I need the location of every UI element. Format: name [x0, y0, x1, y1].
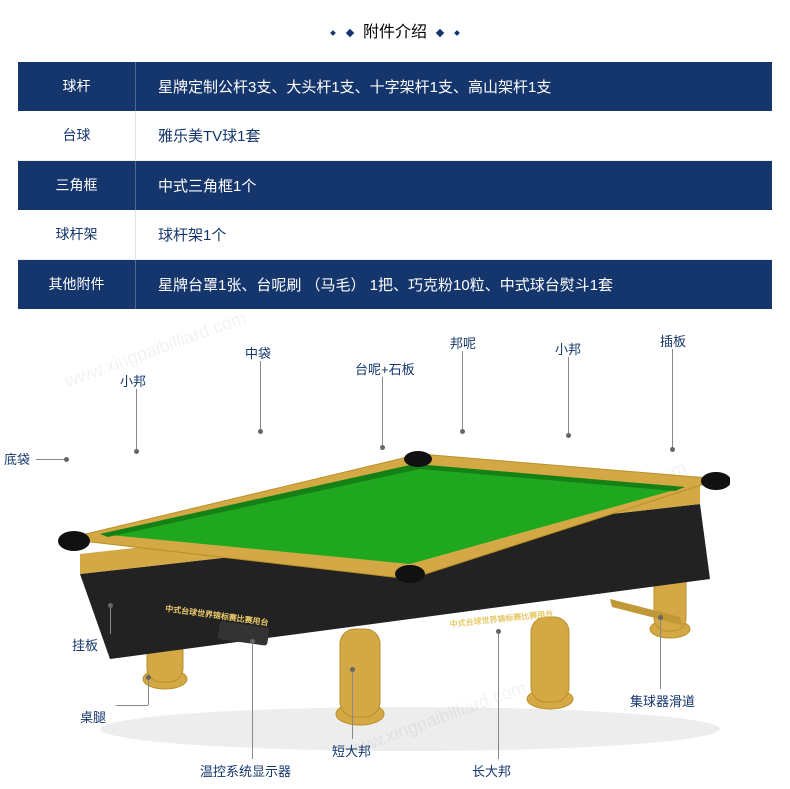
section-header: 附件介绍 — [0, 0, 790, 54]
spec-label: 其他附件 — [18, 260, 136, 309]
spec-label: 球杆架 — [18, 210, 136, 259]
specs-table: 球杆 星牌定制公杆3支、大头杆1支、十字架杆1支、高山架杆1支 台球 雅乐美TV… — [18, 62, 772, 309]
callout-label: 桌腿 — [80, 707, 106, 726]
spec-value: 星牌台罩1张、台呢刷 （马毛） 1把、巧克粉10粒、中式球台熨斗1套 — [136, 260, 772, 309]
table-row: 球杆 星牌定制公杆3支、大头杆1支、十字架杆1支、高山架杆1支 — [18, 62, 772, 111]
table-row: 球杆架 球杆架1个 — [18, 210, 772, 260]
callout-label: 邦呢 — [450, 333, 476, 352]
callout-label: 长大邦 — [472, 761, 511, 780]
pool-table-illustration: 中式台球世界锦标赛比赛用台 中式台球世界锦标赛比赛用台 — [50, 399, 730, 759]
table-row: 台球 雅乐美TV球1套 — [18, 111, 772, 161]
spec-label: 球杆 — [18, 62, 136, 111]
callout-label: 挂板 — [72, 635, 98, 654]
callout-label: 短大邦 — [332, 741, 371, 760]
callout-label: 插板 — [660, 331, 686, 350]
callout-label: 台呢+石板 — [355, 359, 415, 378]
table-row: 三角框 中式三角框1个 — [18, 161, 772, 210]
pool-table-diagram: www.xingpaibilliard.com www.xingpaibilli… — [0, 329, 790, 789]
spec-label: 三角框 — [18, 161, 136, 210]
header-title: 附件介绍 — [363, 24, 427, 41]
table-row: 其他附件 星牌台罩1张、台呢刷 （马毛） 1把、巧克粉10粒、中式球台熨斗1套 — [18, 260, 772, 309]
callout-label: 中袋 — [245, 343, 271, 362]
callout-label: 温控系统显示器 — [200, 761, 291, 780]
callout-label: 底袋 — [4, 449, 30, 468]
watermark: www.xingpaibilliard.com — [62, 307, 249, 392]
spec-value: 雅乐美TV球1套 — [136, 111, 772, 160]
spec-label: 台球 — [18, 111, 136, 160]
callout-label: 小邦 — [555, 339, 581, 358]
callout-label: 集球器滑道 — [630, 691, 695, 710]
spec-value: 星牌定制公杆3支、大头杆1支、十字架杆1支、高山架杆1支 — [136, 62, 772, 111]
spec-value: 球杆架1个 — [136, 210, 772, 259]
callout-label: 小邦 — [120, 371, 146, 390]
spec-value: 中式三角框1个 — [136, 161, 772, 210]
